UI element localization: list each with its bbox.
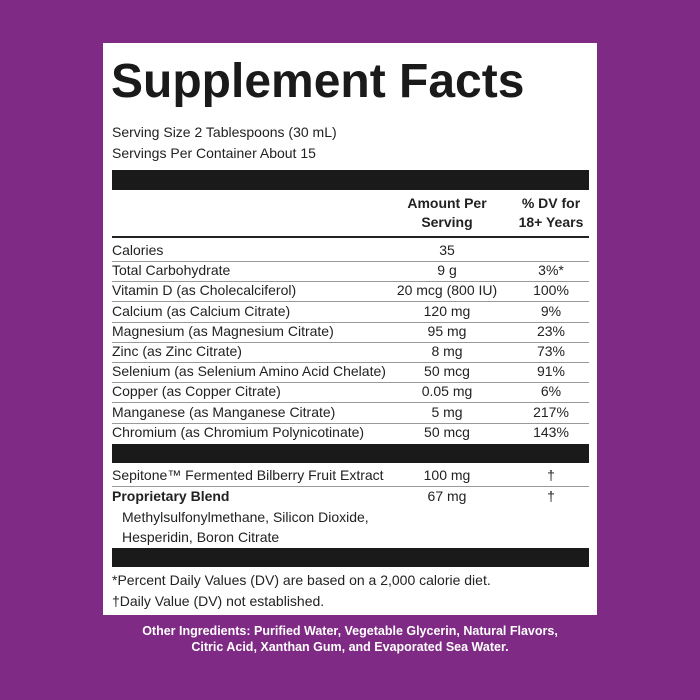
daily-value: 217% [533, 403, 569, 420]
nutrient-name: Calcium (as Calcium Citrate) [112, 302, 291, 319]
rule [112, 236, 589, 238]
black-bar [112, 548, 589, 567]
daily-value: 9% [540, 302, 562, 319]
serving-size: Serving Size 2 Tablespoons (30 mL) [112, 124, 337, 140]
servings-per-container: Servings Per Container About 15 [112, 145, 316, 161]
facts-panel: Supplement Facts Serving Size 2 Tablespo… [103, 43, 597, 615]
row-rule [112, 422, 589, 424]
row-rule [112, 486, 589, 487]
row-rule [112, 402, 589, 404]
daily-value: † [547, 487, 555, 504]
amount: 100 mg [423, 467, 471, 483]
amount: 20 mcg (800 IU) [396, 282, 498, 299]
black-bar [112, 170, 589, 190]
column-header: % DV for 18+ Years [518, 195, 584, 230]
row-rule [112, 321, 589, 323]
daily-value: 23% [536, 322, 566, 339]
amount: 5 mg [431, 403, 463, 420]
daily-value: 100% [533, 282, 569, 299]
amount: 50 mcg [424, 363, 470, 380]
daily-value: 6% [540, 383, 562, 400]
title: Supplement Facts [111, 55, 525, 108]
amount: 120 mg [423, 302, 471, 319]
nutrient-name: Selenium (as Selenium Amino Acid Chelate… [112, 363, 386, 380]
black-bar [112, 444, 589, 463]
amount: 67 mg [427, 487, 467, 504]
amount: 35 [439, 242, 455, 258]
row-rule [112, 362, 589, 363]
daily-value: 91% [536, 363, 566, 380]
daily-value: † [547, 467, 555, 483]
other-ingredients: Other Ingredients: Purified Water, Veget… [142, 624, 558, 654]
blend-ingredients: Hesperidin, Boron Citrate [122, 529, 280, 545]
nutrient-name: Magnesium (as Magnesium Citrate) [112, 322, 334, 339]
amount: 50 mcg [424, 423, 470, 440]
footnote: †Daily Value (DV) not established. [112, 593, 325, 609]
nutrient-name: Chromium (as Chromium Polynicotinate) [112, 423, 365, 440]
blend-ingredients: Methylsulfonylmethane, Silicon Dioxide, [122, 508, 369, 525]
nutrient-name: Vitamin D (as Cholecalciferol) [112, 282, 297, 299]
daily-value: 143% [533, 423, 569, 440]
row-rule [112, 301, 589, 303]
amount: 95 mg [427, 322, 467, 339]
nutrient-name: Calories [112, 242, 164, 258]
nutrient-name: Proprietary Blend [112, 487, 230, 504]
nutrient-name: Total Carbohydrate [112, 262, 231, 279]
nutrient-name: Sepitone™ Fermented Bilberry Fruit Extra… [112, 467, 384, 483]
row-rule [112, 281, 589, 283]
row-rule [112, 341, 589, 343]
row-rule [112, 382, 589, 384]
daily-value: 3%* [538, 262, 564, 279]
footnote: *Percent Daily Values (DV) are based on … [112, 572, 491, 588]
amount: 9 g [437, 262, 457, 279]
daily-value: 73% [536, 343, 566, 359]
amount: 0.05 mg [421, 383, 473, 400]
row-rule [112, 261, 589, 262]
amount: 8 mg [431, 343, 463, 359]
column-header: Amount Per Serving [407, 195, 487, 230]
nutrient-name: Copper (as Copper Citrate) [112, 383, 281, 400]
nutrient-name: Zinc (as Zinc Citrate) [112, 343, 242, 359]
nutrient-name: Manganese (as Manganese Citrate) [112, 403, 336, 420]
